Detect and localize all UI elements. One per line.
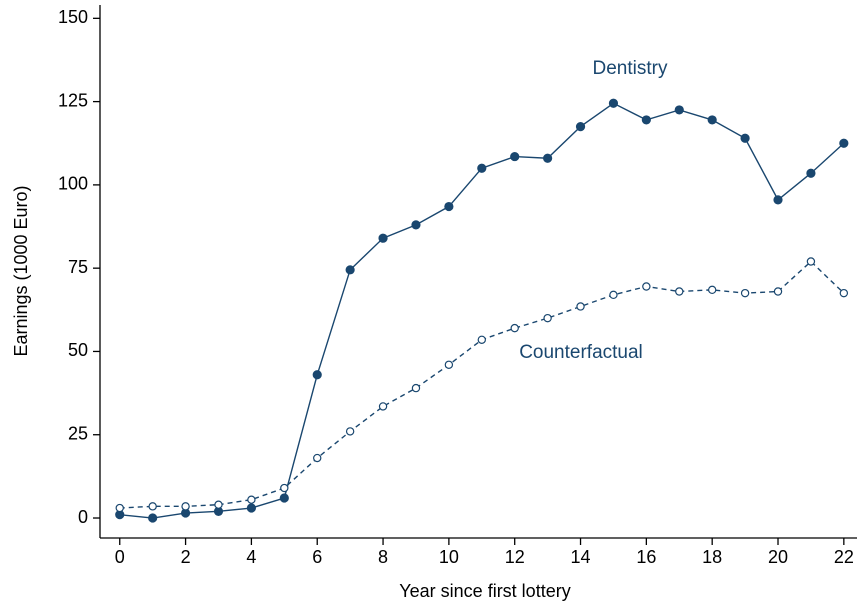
data-point xyxy=(707,115,717,125)
x-tick-label: 2 xyxy=(181,547,191,567)
data-point xyxy=(510,151,520,162)
data-point xyxy=(279,493,289,503)
x-tick-label: 22 xyxy=(834,547,854,567)
y-tick-label: 100 xyxy=(58,174,88,194)
data-point xyxy=(806,257,816,266)
data-point xyxy=(641,115,651,125)
data-point xyxy=(115,503,124,513)
data-point xyxy=(378,402,388,411)
data-point xyxy=(313,453,322,463)
data-point xyxy=(576,302,585,311)
y-tick-label: 50 xyxy=(68,340,88,360)
y-tick-label: 125 xyxy=(58,90,88,110)
series-label: Dentistry xyxy=(593,58,668,79)
x-tick-label: 6 xyxy=(312,547,322,567)
data-point xyxy=(477,163,487,173)
data-point xyxy=(543,153,553,163)
y-tick-label: 75 xyxy=(68,257,88,277)
data-point xyxy=(543,313,552,323)
x-tick-label: 20 xyxy=(768,547,788,567)
y-tick-label: 0 xyxy=(78,507,88,527)
series-label: Counterfactual xyxy=(519,342,643,363)
x-tick-label: 8 xyxy=(378,547,388,567)
data-point xyxy=(148,502,157,511)
y-axis-title: Earnings (1000 Euro) xyxy=(11,185,31,356)
data-point xyxy=(148,513,158,523)
data-point xyxy=(345,265,355,275)
data-point xyxy=(642,282,651,291)
data-point xyxy=(181,502,190,511)
x-tick-label: 14 xyxy=(571,547,591,567)
data-point xyxy=(280,483,289,493)
data-point xyxy=(575,121,586,132)
y-tick-label: 150 xyxy=(58,7,88,27)
y-tick-label: 25 xyxy=(68,423,88,443)
data-point xyxy=(378,233,388,243)
x-tick-label: 16 xyxy=(636,547,656,567)
data-point xyxy=(773,287,783,296)
data-point xyxy=(411,220,421,230)
data-point xyxy=(740,288,750,298)
series-line xyxy=(119,260,845,509)
x-tick-label: 10 xyxy=(439,547,459,567)
data-point xyxy=(444,201,454,212)
data-point xyxy=(707,285,717,295)
data-point xyxy=(214,500,223,509)
data-point xyxy=(608,98,619,108)
data-point xyxy=(510,323,519,333)
data-point xyxy=(839,288,849,298)
data-point xyxy=(674,105,684,115)
data-point xyxy=(839,138,849,148)
data-point xyxy=(247,495,256,504)
data-point xyxy=(444,360,454,369)
data-point xyxy=(773,195,783,205)
x-tick-label: 4 xyxy=(246,547,256,567)
x-axis-title: Year since first lottery xyxy=(399,581,570,601)
data-point xyxy=(345,427,355,436)
data-point xyxy=(246,503,256,513)
data-point xyxy=(609,290,618,300)
data-point xyxy=(312,370,322,380)
data-point xyxy=(806,168,816,178)
data-point xyxy=(411,383,421,393)
x-tick-label: 12 xyxy=(505,547,525,567)
data-point xyxy=(675,287,684,296)
data-point xyxy=(740,133,750,143)
x-tick-label: 18 xyxy=(702,547,722,567)
x-tick-label: 0 xyxy=(115,547,125,567)
data-point xyxy=(477,335,486,344)
